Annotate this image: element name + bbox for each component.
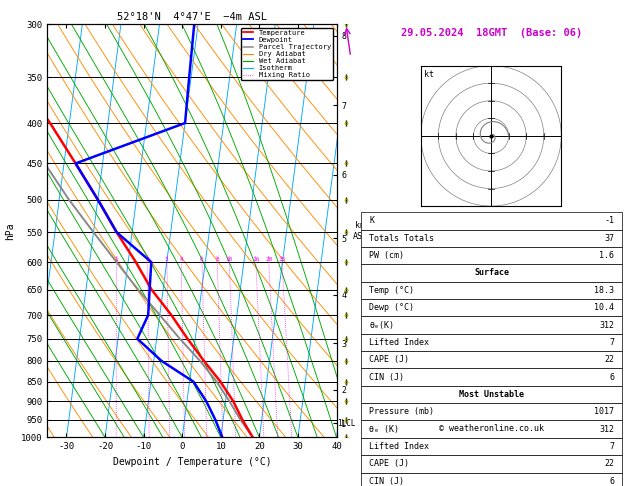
Bar: [361, 212, 622, 229]
Text: 10: 10: [226, 257, 233, 262]
Text: 22: 22: [604, 459, 614, 469]
Text: 22: 22: [604, 355, 614, 364]
Text: Temp (°C): Temp (°C): [369, 286, 414, 295]
Text: K: K: [369, 216, 374, 226]
Bar: [361, 282, 622, 299]
Y-axis label: km
ASL: km ASL: [353, 221, 368, 241]
Text: 7: 7: [609, 442, 614, 451]
Text: Totals Totals: Totals Totals: [369, 234, 434, 243]
Bar: [361, 299, 622, 316]
Text: 8: 8: [215, 257, 219, 262]
Bar: [361, 229, 622, 247]
Text: 18.3: 18.3: [594, 286, 614, 295]
Bar: [361, 264, 622, 282]
Title: 52°18'N  4°47'E  −4m ASL: 52°18'N 4°47'E −4m ASL: [117, 12, 267, 22]
Text: 4: 4: [179, 257, 183, 262]
Text: θₑ(K): θₑ(K): [369, 321, 394, 330]
Text: 20: 20: [265, 257, 272, 262]
Text: Pressure (mb): Pressure (mb): [369, 407, 434, 417]
Text: © weatheronline.co.uk: © weatheronline.co.uk: [439, 424, 544, 434]
Text: 16: 16: [252, 257, 260, 262]
Bar: [361, 368, 622, 386]
Text: 6: 6: [200, 257, 204, 262]
Bar: [361, 403, 622, 420]
Text: 1: 1: [114, 257, 118, 262]
Text: CAPE (J): CAPE (J): [369, 355, 409, 364]
Bar: [361, 386, 622, 403]
Text: 1017: 1017: [594, 407, 614, 417]
Text: PW (cm): PW (cm): [369, 251, 404, 260]
Text: Lifted Index: Lifted Index: [369, 338, 429, 347]
Text: 37: 37: [604, 234, 614, 243]
Bar: [361, 316, 622, 334]
Text: 7: 7: [609, 338, 614, 347]
Text: 312: 312: [599, 321, 614, 330]
Text: Surface: Surface: [474, 268, 509, 278]
Bar: [361, 351, 622, 368]
Y-axis label: hPa: hPa: [5, 222, 15, 240]
Text: -1: -1: [604, 216, 614, 226]
Text: Dewp (°C): Dewp (°C): [369, 303, 414, 312]
Text: 25: 25: [278, 257, 286, 262]
X-axis label: Dewpoint / Temperature (°C): Dewpoint / Temperature (°C): [113, 457, 271, 467]
Text: 3: 3: [165, 257, 169, 262]
Text: 6: 6: [609, 373, 614, 382]
Text: θₑ (K): θₑ (K): [369, 425, 399, 434]
Text: CAPE (J): CAPE (J): [369, 459, 409, 469]
Bar: [361, 247, 622, 264]
Text: 1.6: 1.6: [599, 251, 614, 260]
Text: 29.05.2024  18GMT  (Base: 06): 29.05.2024 18GMT (Base: 06): [401, 29, 582, 38]
Text: 10.4: 10.4: [594, 303, 614, 312]
Text: 6: 6: [609, 477, 614, 486]
Bar: [361, 420, 622, 438]
Bar: [361, 472, 622, 486]
Text: Most Unstable: Most Unstable: [459, 390, 524, 399]
Text: kt: kt: [423, 70, 433, 79]
Text: 312: 312: [599, 425, 614, 434]
Text: CIN (J): CIN (J): [369, 373, 404, 382]
Bar: [361, 334, 622, 351]
Legend: Temperature, Dewpoint, Parcel Trajectory, Dry Adiabat, Wet Adiabat, Isotherm, Mi: Temperature, Dewpoint, Parcel Trajectory…: [241, 28, 333, 80]
Bar: [361, 455, 622, 472]
Bar: [361, 438, 622, 455]
Text: 2: 2: [146, 257, 150, 262]
Text: CIN (J): CIN (J): [369, 477, 404, 486]
Text: 1LCL: 1LCL: [337, 419, 356, 428]
Text: Lifted Index: Lifted Index: [369, 442, 429, 451]
